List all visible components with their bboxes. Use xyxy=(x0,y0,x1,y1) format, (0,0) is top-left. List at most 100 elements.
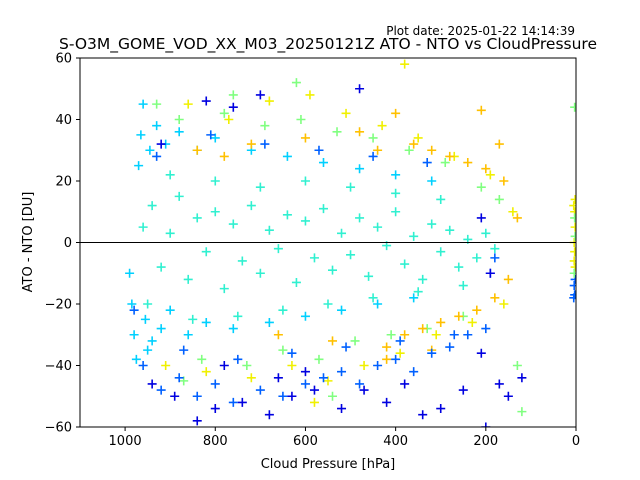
data-point xyxy=(156,385,166,395)
data-point xyxy=(476,105,486,115)
data-point xyxy=(418,274,428,284)
data-point xyxy=(255,385,265,395)
x-axis-label: Cloud Pressure [hPa] xyxy=(261,457,396,472)
data-point xyxy=(282,151,292,161)
data-point xyxy=(355,127,365,137)
data-point xyxy=(328,391,338,401)
data-point xyxy=(246,373,256,383)
data-point xyxy=(386,330,396,340)
data-point xyxy=(512,361,522,370)
data-point xyxy=(570,213,576,223)
data-point xyxy=(174,191,184,201)
data-point xyxy=(494,379,504,389)
data-point xyxy=(337,367,347,377)
data-point xyxy=(314,354,324,364)
data-point xyxy=(219,151,229,161)
data-point xyxy=(192,213,202,223)
data-point xyxy=(125,268,135,278)
y-tick-label: −40 xyxy=(45,359,72,374)
data-point xyxy=(503,391,513,401)
data-point xyxy=(246,139,256,149)
data-point xyxy=(300,379,310,389)
data-point xyxy=(228,397,238,407)
data-point xyxy=(382,342,392,352)
data-point xyxy=(418,410,428,420)
data-point xyxy=(237,256,247,266)
x-tick-label: 600 xyxy=(293,434,318,449)
data-point xyxy=(183,330,193,340)
data-point xyxy=(458,281,468,291)
data-point xyxy=(569,293,576,303)
y-tick-label: −60 xyxy=(45,421,72,436)
data-point xyxy=(382,354,392,364)
data-point xyxy=(156,262,166,272)
data-point xyxy=(156,139,166,149)
data-point xyxy=(454,262,464,272)
data-point xyxy=(395,336,405,346)
data-points xyxy=(125,59,576,427)
data-point xyxy=(427,348,437,358)
x-tick-label: 1000 xyxy=(109,434,142,449)
data-point xyxy=(569,268,576,278)
data-point xyxy=(174,373,184,383)
data-point xyxy=(183,274,193,284)
data-point xyxy=(436,404,446,414)
data-point xyxy=(382,397,392,407)
data-point xyxy=(242,361,252,370)
data-point xyxy=(201,367,211,377)
data-point xyxy=(224,115,234,124)
data-point xyxy=(318,158,328,168)
data-point xyxy=(255,90,265,100)
data-point xyxy=(192,416,202,426)
data-point xyxy=(309,397,319,407)
data-point xyxy=(508,207,518,217)
data-point xyxy=(129,330,139,340)
data-point xyxy=(291,78,301,88)
data-point xyxy=(436,194,446,204)
data-point xyxy=(206,130,216,140)
data-point xyxy=(409,231,419,241)
data-point xyxy=(341,342,351,352)
data-point xyxy=(413,287,423,297)
data-point xyxy=(278,391,288,401)
data-point xyxy=(481,422,491,427)
data-point xyxy=(409,367,419,377)
data-point xyxy=(323,376,333,386)
data-point xyxy=(481,324,491,334)
data-point xyxy=(490,244,500,254)
data-point xyxy=(472,253,482,263)
data-point xyxy=(569,201,576,211)
data-point xyxy=(161,361,171,370)
data-point xyxy=(391,207,401,217)
data-point xyxy=(355,84,365,94)
data-point xyxy=(395,348,405,358)
data-point xyxy=(300,367,310,377)
data-point xyxy=(273,330,283,340)
data-point xyxy=(570,262,576,272)
data-point xyxy=(201,96,211,106)
data-point xyxy=(183,99,193,109)
data-point xyxy=(440,158,450,168)
x-tick-label: 200 xyxy=(473,434,498,449)
data-point xyxy=(264,410,274,420)
data-point xyxy=(138,99,148,109)
data-point xyxy=(368,151,378,161)
data-point xyxy=(355,213,365,223)
data-point xyxy=(391,354,401,364)
data-point xyxy=(512,213,522,223)
data-point xyxy=(373,145,383,155)
data-point xyxy=(305,90,315,100)
data-point xyxy=(152,151,162,161)
data-point xyxy=(278,345,288,355)
data-point xyxy=(409,293,419,303)
data-point xyxy=(337,305,347,315)
data-point xyxy=(355,379,365,389)
data-point xyxy=(179,376,189,386)
data-point xyxy=(364,271,374,281)
data-point xyxy=(391,108,401,118)
data-point xyxy=(228,324,238,334)
data-point xyxy=(355,164,365,174)
data-point xyxy=(337,404,347,414)
data-point xyxy=(278,305,288,315)
